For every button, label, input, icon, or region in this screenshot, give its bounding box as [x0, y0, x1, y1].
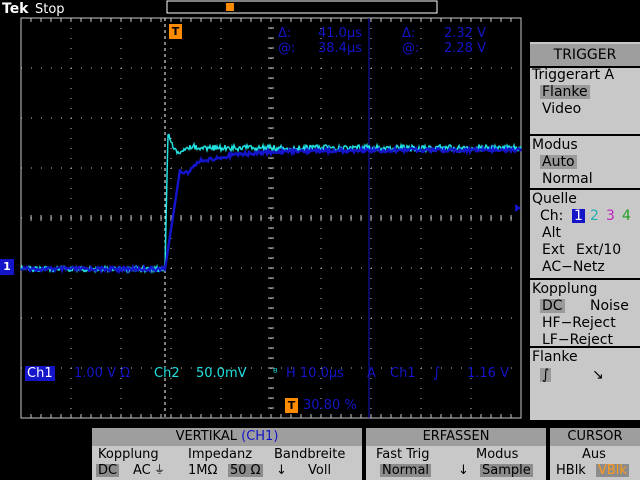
erfassen-fast-trig-button[interactable]: Fast Trig Normal	[366, 446, 454, 480]
erfassen-modus-label: Modus	[476, 447, 519, 462]
cursor-delta-time: 41.0µs	[318, 26, 362, 41]
menu-divider	[530, 346, 640, 348]
vertikal-impedanz-label: Impedanz	[188, 447, 253, 462]
down-arrow-icon: ↓	[276, 463, 287, 478]
cursor-at-volt-symbol: @:	[402, 41, 420, 56]
cursor-at-time-symbol: @:	[278, 41, 296, 56]
record-view-marker	[226, 3, 234, 11]
quelle-ch2: 2	[590, 208, 599, 224]
ch1-waveform-overlay	[20, 144, 522, 274]
flanke-option[interactable]: Flanke ∫ ↘	[530, 348, 640, 420]
vertikal-impedanz-button[interactable]: Impedanz 1MΩ 50 Ω	[184, 446, 268, 480]
menu-divider	[530, 188, 640, 190]
quelle-label: Quelle	[532, 191, 577, 207]
vertikal-impedanz-50: 50 Ω	[228, 463, 263, 478]
quelle-ch1: 1	[572, 208, 585, 224]
ch1-waveform	[20, 143, 523, 275]
trigger-position-marker[interactable]: T	[169, 24, 182, 39]
record-view-frame	[166, 0, 438, 14]
modus-auto: Auto	[540, 154, 577, 170]
triggerart-video: Video	[542, 101, 582, 117]
erfassen-fast-trig-value: Normal	[380, 463, 432, 478]
trigger-position-value: 30.80 %	[303, 398, 357, 413]
vertikal-impedanz-1m: 1MΩ	[188, 463, 218, 478]
triggerart-option[interactable]: Triggerart A Flanke Video	[530, 68, 640, 138]
quelle-ac-netz: AC−Netz	[542, 259, 605, 275]
down-arrow-icon: ↓	[458, 463, 469, 478]
falling-slope-icon: ↘	[592, 367, 604, 383]
quelle-ch-label: Ch:	[540, 208, 564, 224]
menu-divider	[530, 134, 640, 136]
trigger-level: 1.16 V	[467, 366, 509, 381]
quelle-ext10: Ext/10	[576, 242, 622, 258]
kopplung-noise: Noise	[590, 298, 629, 314]
vertikal-bandbreite-button[interactable]: Bandbreite ↓ Voll	[272, 446, 362, 480]
erfassen-modus-value: Sample	[480, 463, 533, 478]
quelle-ch3: 3	[606, 208, 615, 224]
ground-icon: ⏚	[154, 463, 165, 476]
kopplung-dc: DC	[540, 298, 565, 314]
trigger-side-menu: TRIGGER Triggerart A Flanke Video Modus …	[530, 42, 640, 420]
cursor-vblk: VBlk	[596, 463, 629, 478]
vertikal-bandbreite-label: Bandbreite	[274, 447, 346, 462]
triggerart-label: Triggerart A	[532, 67, 615, 83]
trigger-source: Ch1	[390, 366, 416, 381]
modus-normal: Normal	[542, 171, 593, 187]
vertikal-kopplung-dc: DC	[96, 463, 120, 478]
vertikal-kopplung-button[interactable]: Kopplung DC AC ⏚	[92, 446, 182, 480]
erfassen-modus-button[interactable]: Modus ↓ Sample	[456, 446, 546, 480]
ch2-scale: 50.0mV	[196, 366, 247, 381]
cursor-at-time: 38.4µs	[318, 41, 362, 56]
kopplung-option[interactable]: Kopplung DC Noise HF−Reject LF−Reject	[530, 280, 640, 348]
quelle-alt: Alt	[542, 225, 561, 241]
brand-logo: Tek	[2, 1, 29, 17]
triggerart-flanke: Flanke	[540, 84, 590, 100]
ch1-scale: 1.00 V Ω	[74, 366, 131, 381]
kopplung-hf-reject: HF−Reject	[542, 315, 616, 331]
cursor-hblk: HBlk	[556, 463, 586, 478]
ch2-label: Ch2	[154, 366, 180, 381]
flanke-label: Flanke	[532, 349, 578, 365]
rising-slope-icon: ∫	[540, 367, 552, 383]
vertikal-kopplung-label: Kopplung	[98, 447, 159, 462]
cursor-aus: Aus	[582, 447, 606, 462]
quelle-option[interactable]: Quelle Ch: 1 2 3 4 Alt Ext Ext/10 AC−Net…	[530, 190, 640, 276]
cursor-mode-button[interactable]: Aus HBlk VBlk	[550, 446, 640, 480]
vertikal-title: VERTIKAL (CH1)	[92, 428, 362, 446]
modus-label: Modus	[532, 137, 578, 153]
rising-edge-icon: ∫	[433, 365, 441, 381]
trigger-position-icon: T	[285, 398, 298, 413]
menu-divider	[530, 278, 640, 280]
trigger-menu-title: TRIGGER	[530, 44, 640, 66]
kopplung-lf-reject: LF−Reject	[542, 332, 613, 348]
trigger-mode: A	[367, 366, 376, 381]
run-status: Stop	[35, 2, 65, 17]
cursor-at-volt: 2.28 V	[444, 41, 486, 56]
vertikal-kopplung-ac: AC	[133, 463, 151, 478]
menu-divider	[530, 66, 640, 68]
erfassen-fast-trig-label: Fast Trig	[376, 447, 430, 462]
cursor-menu: CURSOR Aus HBlk VBlk	[550, 428, 640, 480]
modus-option[interactable]: Modus Auto Normal	[530, 136, 640, 188]
quelle-ch4: 4	[622, 208, 631, 224]
kopplung-label: Kopplung	[532, 281, 598, 297]
cursor-title: CURSOR	[550, 428, 640, 446]
trigger-level-marker	[515, 204, 521, 212]
ch1-ground-marker[interactable]: 1	[0, 259, 14, 275]
cursor-delta-volt: 2.32 V	[444, 26, 486, 41]
vertikal-bandbreite-value: Voll	[308, 463, 332, 478]
cursor-delta-time-symbol: Δ:	[278, 26, 292, 41]
erfassen-menu: ERFASSEN Fast Trig Normal Modus ↓ Sample	[366, 428, 546, 480]
quelle-ext: Ext	[542, 242, 565, 258]
ch2-bandwidth-icon: ᴮ	[273, 366, 278, 379]
ch1-label: Ch1	[25, 366, 55, 381]
erfassen-title: ERFASSEN	[366, 428, 546, 446]
vertikal-menu: VERTIKAL (CH1) Kopplung DC AC ⏚ Impedanz…	[92, 428, 362, 480]
cursor-delta-volt-symbol: Δ:	[402, 26, 416, 41]
horizontal-scale: H 10.0µs	[286, 366, 344, 381]
